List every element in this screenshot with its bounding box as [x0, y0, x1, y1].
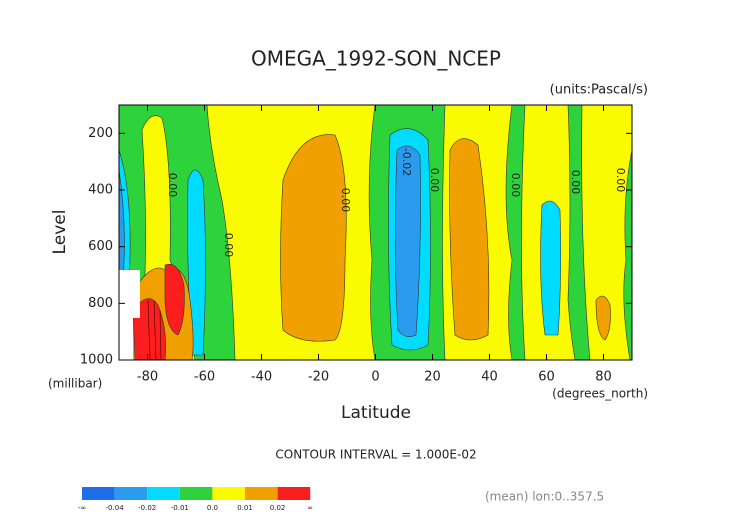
y-tick-label: 800	[88, 296, 113, 311]
chart-title: OMEGA_1992-SON_NCEP	[251, 47, 501, 71]
contour-label: 0.00	[428, 168, 441, 193]
contour-label: 0.00	[166, 173, 179, 198]
colorbar-label: -0.04	[106, 504, 125, 512]
colorbar-swatch	[114, 487, 148, 500]
contour-fill	[187, 169, 206, 356]
colorbar-label: 0.0	[207, 504, 218, 512]
colorbar-swatch	[245, 487, 278, 500]
contour-label: 0.00	[614, 168, 627, 193]
contour-label: 0.00	[339, 188, 352, 213]
contour-fill	[280, 134, 347, 342]
contour-interval: CONTOUR INTERVAL = 1.000E-02	[275, 448, 476, 462]
y-tick-label: 200	[88, 126, 113, 141]
x-tick-label: -20	[308, 370, 329, 385]
y-tick-label: 1000	[80, 353, 113, 368]
contour-label: -0.02	[400, 148, 413, 176]
note: (mean) lon:0..357.5	[485, 490, 604, 504]
contour-label: 0.00	[222, 233, 235, 258]
colorbar-swatch	[82, 487, 115, 500]
colorbar-label: -0.01	[171, 504, 189, 512]
colorbar-swatch	[179, 487, 213, 500]
contour-fill	[164, 263, 185, 336]
contour-fill	[595, 295, 611, 341]
x-tick-label: 20	[424, 370, 441, 385]
x-tick-label: 40	[481, 370, 498, 385]
contour-fill	[540, 200, 561, 336]
x-tick-label: 60	[538, 370, 555, 385]
colorbar: -∞ -0.04 -0.02 -0.01 0.0 0.01 0.02 ∞	[78, 487, 313, 512]
y-tick-label: 400	[88, 183, 113, 198]
missing-area	[119, 270, 140, 360]
x-tick-label: 80	[595, 370, 612, 385]
colorbar-swatch	[147, 487, 180, 500]
colorbar-label: 0.01	[237, 504, 253, 512]
x-axis-label: Latitude	[341, 403, 411, 423]
contour-fill	[132, 298, 166, 360]
x-tick-label: -80	[137, 370, 158, 385]
y-axis-label: Level	[50, 210, 70, 255]
colorbar-label: 0.02	[270, 504, 286, 512]
colorbar-label: -∞	[78, 504, 86, 512]
y-units: (millibar)	[48, 377, 102, 391]
contour-fill	[581, 105, 632, 360]
x-tick-label: -60	[194, 370, 215, 385]
contour-fill	[449, 138, 490, 341]
y-tick-label: 600	[88, 239, 113, 254]
x-units: (degrees_north)	[552, 387, 648, 401]
contour-field	[119, 105, 632, 360]
contour-label: 0.00	[569, 170, 582, 195]
subtitle: (units:Pascal/s)	[550, 83, 648, 98]
x-tick-label: 0	[371, 370, 379, 385]
colorbar-label: -0.02	[138, 504, 156, 512]
x-tick-label: -40	[251, 370, 272, 385]
contour-fill	[394, 145, 421, 337]
contour-line	[147, 299, 162, 360]
contour-label: 0.00	[509, 173, 522, 198]
colorbar-swatch	[212, 487, 245, 500]
contour-labels: 0.00 0.00 0.00 -0.02 0.00 0.00 0.00 0.00	[166, 148, 627, 257]
colorbar-swatch	[277, 487, 311, 500]
colorbar-label: ∞	[307, 504, 313, 512]
